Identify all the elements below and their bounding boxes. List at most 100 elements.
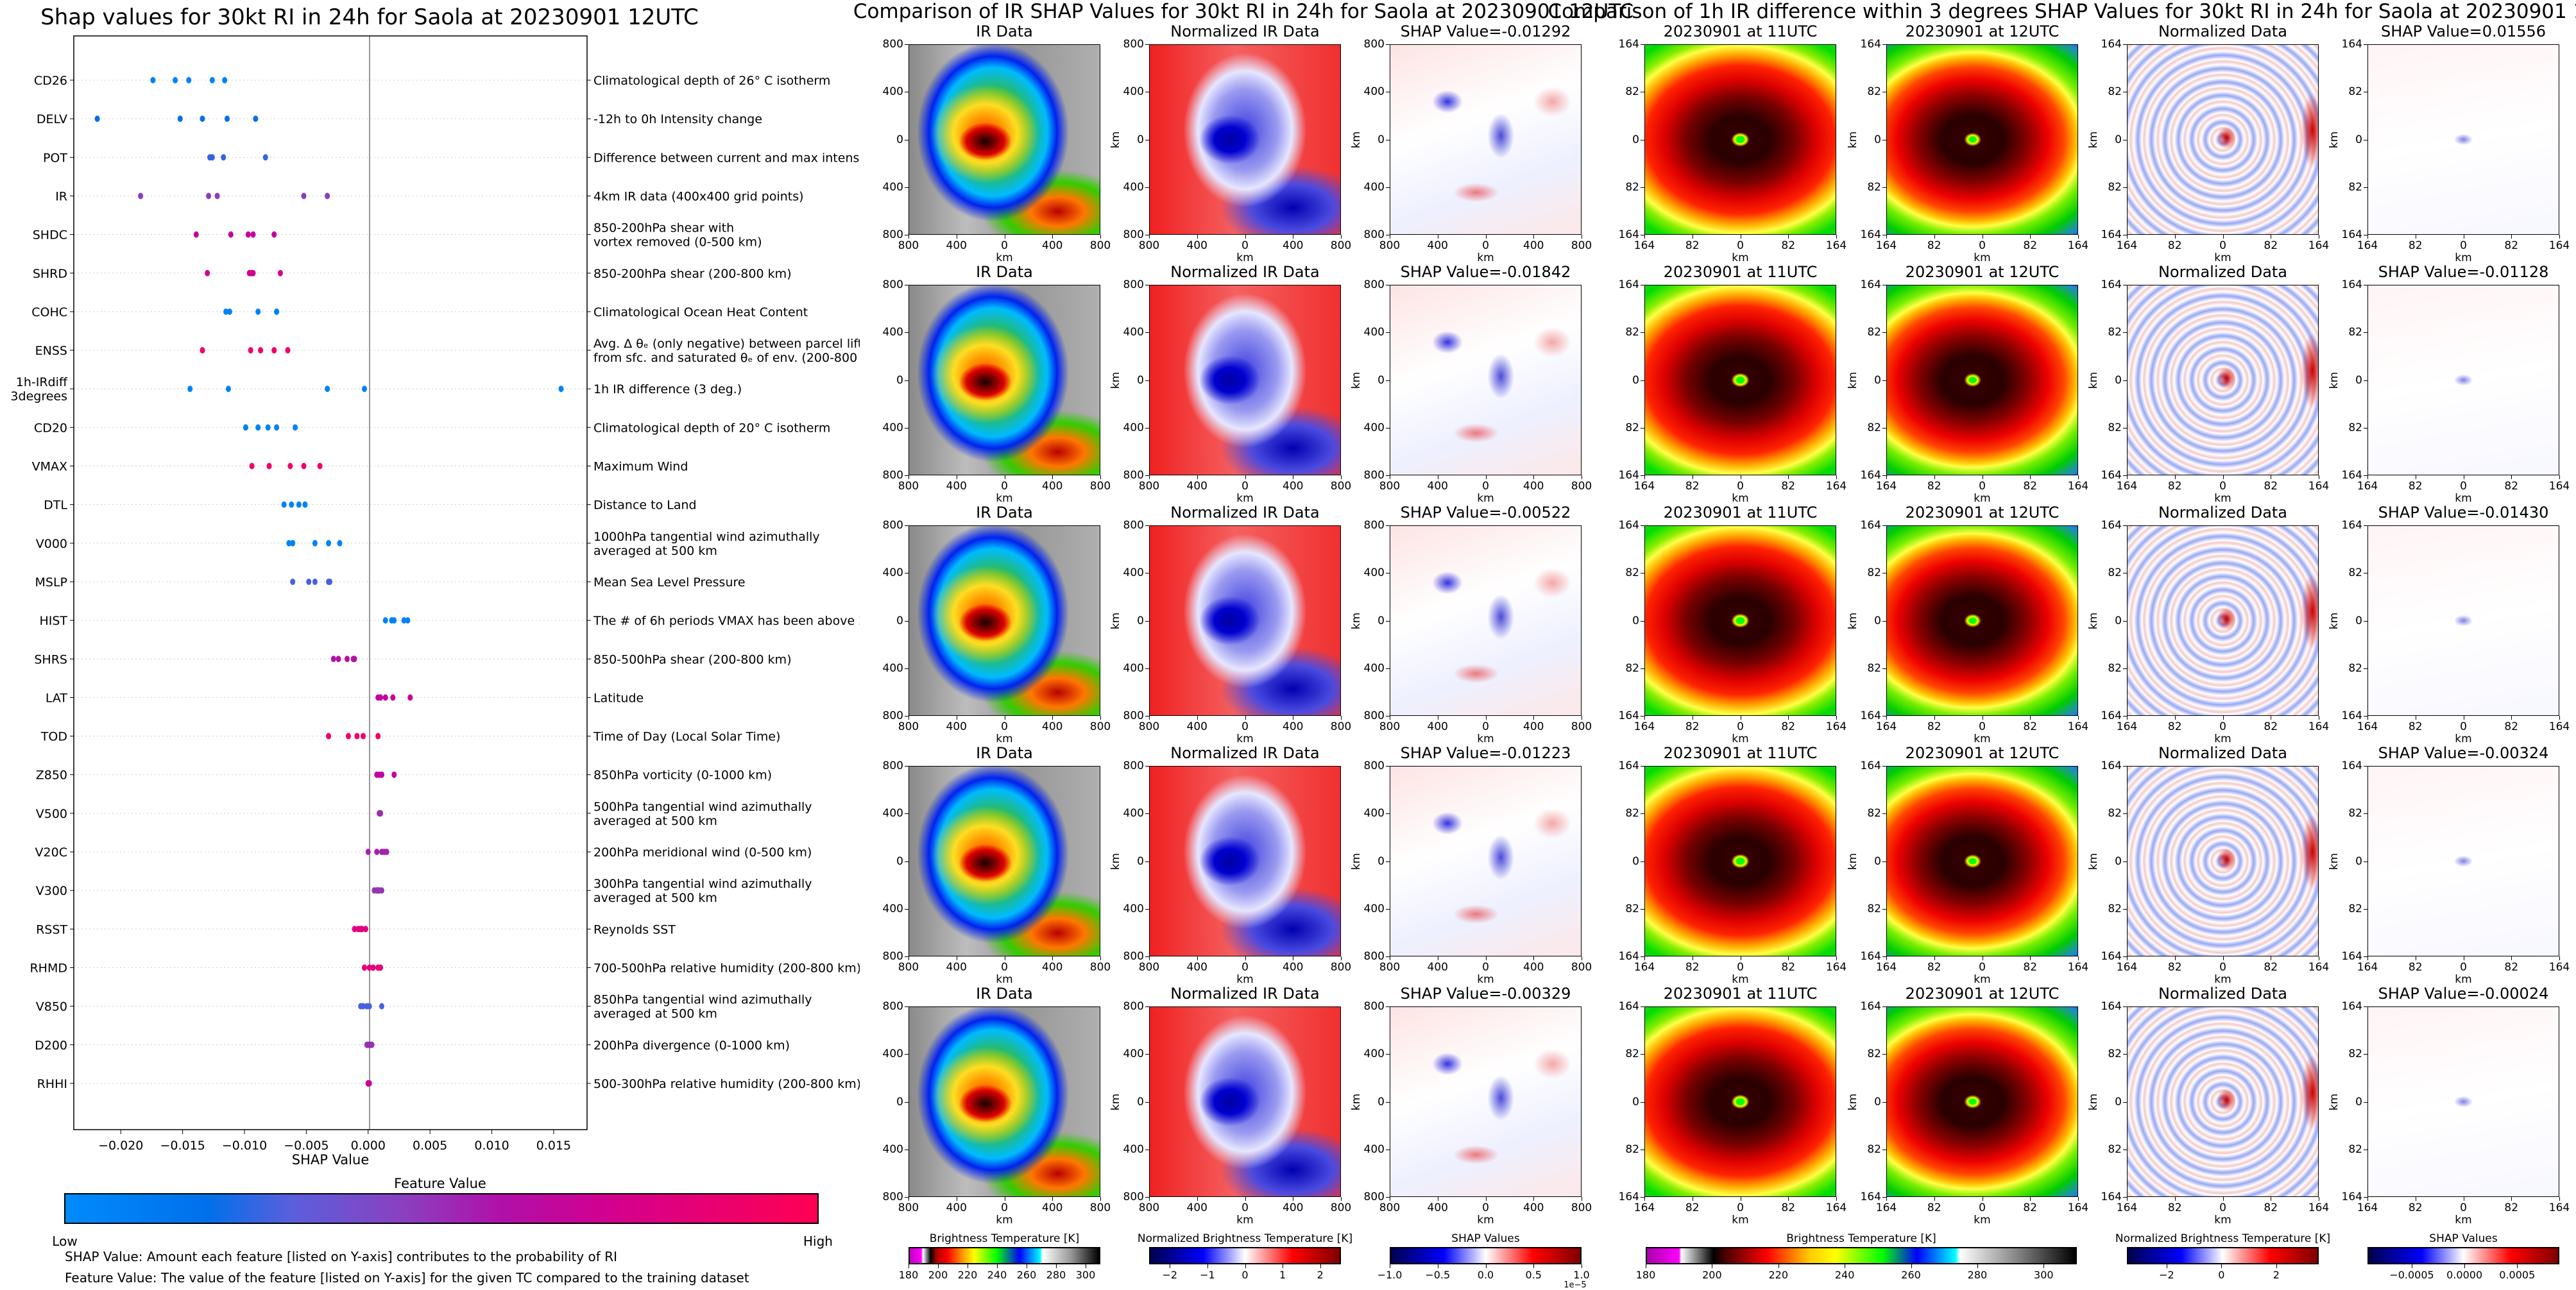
shap-point (293, 424, 298, 431)
y-tick (1641, 908, 1644, 910)
x-tick (2559, 956, 2560, 960)
colorbar-tick-label: 0.0000 (2446, 1269, 2483, 1281)
x-tick-label: 164 (2067, 480, 2089, 493)
colorbar-tick (1778, 1264, 1779, 1268)
x-tick-label: 82 (1781, 480, 1796, 493)
y-tick (1145, 716, 1149, 717)
x-tick (1934, 1197, 1935, 1201)
colorbar-tick-label: 280 (1967, 1269, 1988, 1281)
x-tick-label: 400 (1042, 480, 1063, 493)
shap-point (558, 386, 564, 393)
x-axis-label: km (2214, 1214, 2231, 1226)
y-tick (1641, 44, 1644, 45)
y-tick (2123, 1197, 2127, 1198)
y-tick-label: 0 (896, 614, 903, 627)
y-tick (1882, 956, 1886, 957)
feature-label: ENSS (35, 344, 67, 358)
y-tick (2123, 716, 2127, 717)
y-tick (905, 332, 908, 334)
y-tick-label: 82 (1625, 661, 1639, 675)
shap-point (391, 771, 397, 778)
panel-title: IR Data (976, 22, 1033, 40)
y-tick-label: 164 (1860, 278, 1881, 291)
feature-label: VMAX (32, 460, 67, 474)
chart-title: Shap values for 30kt RI in 24h for Saola… (40, 4, 699, 30)
x-tick-label: 400 (1042, 239, 1063, 252)
x-tick (1341, 1197, 1342, 1201)
colorbar-tick (1911, 1264, 1912, 1268)
x-axis-label: km (1477, 492, 1494, 505)
sd-image-panel (2367, 285, 2559, 475)
feature-label: DELV (37, 112, 67, 126)
x-axis-label: km (1732, 733, 1749, 745)
x-tick (1788, 716, 1789, 720)
y-tick (1641, 766, 1644, 767)
x-tick (2559, 235, 2560, 239)
x-tick-label: 164 (1633, 720, 1655, 733)
y-tick (905, 716, 908, 717)
panel-title: Normalized IR Data (1170, 504, 1320, 522)
x-tick-label: 0 (1001, 961, 1008, 974)
y-tick (2123, 1054, 2127, 1055)
x-tick-label: 400 (1042, 720, 1063, 733)
y-tick (1882, 861, 1886, 862)
x-tick-label: 800 (1330, 480, 1352, 493)
y-tick (1882, 813, 1886, 815)
shap-point (285, 347, 291, 354)
y-tick-label: 0 (1137, 614, 1144, 627)
shap-point (363, 926, 368, 933)
y-tick-label: 400 (1363, 85, 1385, 99)
x-tick-label: 0 (1241, 720, 1249, 733)
y-tick (905, 1101, 908, 1103)
y-tick (1145, 187, 1149, 188)
y-tick (2123, 380, 2127, 381)
y-tick-label: 400 (1123, 180, 1144, 194)
x-tick-label: 164 (1825, 1201, 1847, 1214)
colorbar-high-label: High (803, 1234, 833, 1249)
y-tick (905, 1006, 908, 1007)
nir-image-panel (1149, 525, 1341, 716)
colorbar-label: SHAP Values (2429, 1232, 2498, 1245)
feature-description: 1000hPa tangential wind azimuthally avera… (593, 530, 820, 558)
y-tick (1386, 525, 1390, 526)
ir-image-panel (908, 525, 1100, 716)
x-axis-label: SHAP Value (292, 1152, 370, 1167)
x-tick (1149, 716, 1150, 720)
y-tick (1145, 525, 1149, 526)
shap-point (306, 578, 312, 585)
x-tick (2078, 235, 2079, 239)
feature-value-colorbar (64, 1193, 819, 1224)
x-tick (2174, 1197, 2176, 1201)
panel-title: Normalized Data (2158, 744, 2288, 762)
feature-label: HIST (39, 614, 67, 628)
x-axis-label: km (1236, 492, 1254, 505)
feature-description: 700-500hPa relative humidity (200-800 km… (593, 961, 860, 975)
y-tick (1386, 861, 1390, 862)
shap-point (362, 386, 368, 393)
feature-description: Reynolds SST (593, 922, 676, 937)
feature-description: 850hPa vorticity (0-1000 km) (593, 768, 772, 783)
feature-label: TOD (40, 730, 67, 744)
colorbar-tick-label: 0.0 (1477, 1269, 1494, 1281)
y-axis-label: km (2087, 1093, 2100, 1110)
panel-title: SHAP Value=-0.01223 (1400, 744, 1571, 762)
y-tick-label: 0 (2115, 133, 2122, 146)
y-tick-label: 164 (2101, 1191, 2122, 1203)
y-tick-label: 400 (1123, 807, 1144, 820)
y-tick-label: 164 (2101, 760, 2122, 772)
x-tick-label: 164 (2548, 961, 2570, 974)
y-tick (1641, 332, 1644, 334)
panel-title: SHAP Value=0.01556 (2380, 22, 2546, 40)
y-tick-label: 800 (882, 519, 903, 532)
shp-image-panel (1390, 1006, 1582, 1197)
y-tick-label: 82 (1867, 566, 1881, 580)
d12-image-panel (1886, 1006, 2078, 1197)
x-tick (2078, 1197, 2079, 1201)
x-tick-label: 0 (2460, 961, 2467, 974)
y-tick-label: 164 (1860, 760, 1881, 772)
y-tick (1641, 187, 1644, 188)
y-axis-label: km (1847, 371, 1859, 389)
feature-description: Distance to Land (593, 498, 697, 513)
x-tick-label: 82 (2408, 1201, 2423, 1214)
y-tick-label: 800 (882, 469, 903, 482)
